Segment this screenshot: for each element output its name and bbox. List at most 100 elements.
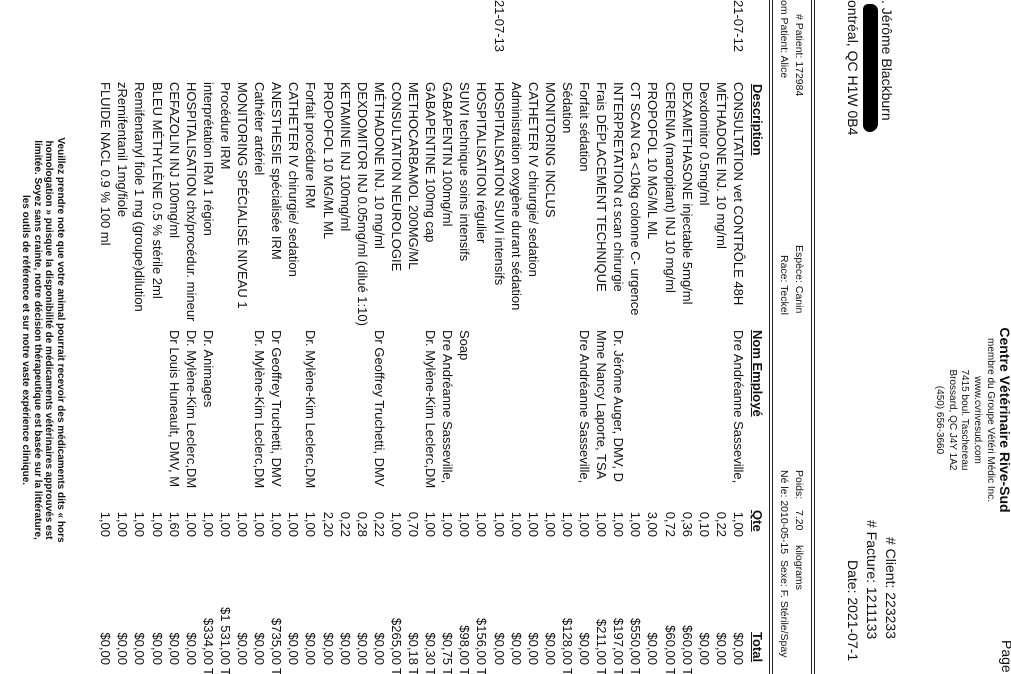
table-row: Sédation 1,00 $128,00 T: [559, 0, 576, 674]
line-tax-flag: T: [628, 668, 644, 674]
line-total: $0,30: [423, 632, 439, 665]
line-employee: Dr. Jérôme Auger, DMV, D: [611, 330, 627, 482]
line-qty: 1,00: [594, 511, 610, 537]
line-qty: 1,00: [132, 511, 148, 537]
line-description: Cathéter artériel: [252, 82, 268, 176]
table-row: HOSPITALISATION chx/procédur. mineur Dr. …: [183, 0, 200, 674]
line-total: $265,00: [389, 618, 404, 665]
line-total: $211,00: [594, 618, 610, 665]
table-row: HOSPITALISATION régulier 1,00 $156,00 T: [474, 0, 491, 674]
patient-weight-unit: kilograms: [793, 545, 805, 590]
line-description: CATHETER IV chirurgie/ sedation: [525, 82, 541, 277]
table-row: Dexdomitor 0.5mg/ml 0,10 $0,00: [696, 0, 713, 674]
line-description: Forfait procédure IRM: [303, 82, 319, 209]
line-qty: 1,00: [542, 511, 558, 537]
line-description: MONITORING INCLUS: [542, 82, 558, 218]
line-total: $0,18: [406, 632, 422, 665]
line-qty: 1,00: [98, 511, 114, 537]
divider: [811, 0, 812, 674]
line-total: $0,00: [166, 632, 182, 665]
table-row: zRemifentanil 1mg/fiole 1,00 $0,00: [114, 0, 131, 674]
table-row: PROPOFOL 10 MG/ML ML 2,20 $0,00: [320, 0, 337, 674]
line-description: METHOCARBAMOL 200MG/ML: [406, 82, 422, 270]
clinic-website: www.cvrivesud.com: [972, 376, 983, 464]
table-row: DEXDOMITOR INJ 0.05mg/ml (dilué 1:10) 0,2…: [354, 0, 371, 674]
patient-sex: Sexe: F. Stérile/Spay: [778, 560, 790, 658]
table-row: MÉTHADONE INJ. 10 mg/ml Dr Geoffrey Truch…: [371, 0, 388, 674]
line-date: 21-07-13: [491, 0, 507, 53]
table-row: Procédure IRM 1,00 $1 531,00 T: [217, 0, 234, 674]
line-total: $0,00: [696, 632, 712, 665]
line-employee: Dr. Mylène-Kim Leclerc,DM: [303, 330, 319, 489]
line-tax-flag: T: [679, 668, 695, 674]
table-row: interprétation IRM 1 région Dr. Animages 1…: [200, 0, 217, 674]
line-employee: Dre Andréanne Sasseville,: [577, 330, 593, 484]
line-qty: 0,36: [679, 511, 695, 537]
line-description: CONSULTATION NEUROLOGIE: [389, 82, 404, 272]
line-tax-flag: T: [200, 668, 216, 674]
line-total: $0,00: [645, 632, 661, 665]
client-number: # Client: 223233: [883, 537, 899, 639]
line-total: $0,00: [320, 632, 336, 665]
clinic-street: 7415 boul. Taschereau: [959, 369, 970, 471]
line-total: $156,00: [474, 618, 490, 665]
line-total: $0,00: [235, 632, 251, 665]
line-qty: 0,28: [354, 511, 370, 537]
line-tax-flag: T: [406, 668, 422, 674]
footnote: Veuillez prendre note que votre animal p…: [19, 60, 66, 620]
line-qty: 1,00: [235, 511, 251, 537]
line-tax-flag: T: [594, 668, 610, 674]
invoice-number: # Facture: 1211133: [864, 520, 880, 640]
line-total: $0,00: [525, 632, 541, 665]
table-row: Forfait sédation Dre Andréanne Sasseville…: [576, 0, 593, 674]
table-row: SUIVI technique soins intensifs Soap 1,00 $…: [456, 0, 473, 674]
clinic-name: Centre Vétérinaire Rive-Sud: [997, 327, 1011, 513]
line-qty: 2,20: [320, 511, 336, 537]
line-employee: Dr Louis Huneault, DMV, M: [166, 330, 182, 488]
line-employee: Dr Geoffrey Truchetti, DMV: [269, 330, 285, 487]
clinic-city: Brossard, QC J4Y 1A2: [947, 369, 958, 471]
line-total: $0,00: [183, 632, 199, 665]
line-qty: 1,00: [611, 511, 627, 537]
column-header-description: Description: [750, 84, 765, 156]
line-total: $0,00: [303, 632, 319, 665]
line-total: $0,00: [491, 632, 507, 665]
line-qty: 1,60: [166, 511, 182, 537]
line-tax-flag: T: [269, 668, 285, 674]
line-qty: 1,00: [200, 511, 216, 537]
line-employee: Soap: [457, 330, 473, 361]
line-total: $0,75: [440, 632, 456, 665]
line-description: CERENIA (maropitant) INJ 10 mg/ml: [662, 82, 678, 293]
line-total: $0,00: [731, 632, 746, 665]
line-description: GABAPENTIN 100mg/ml: [440, 82, 456, 227]
line-qty: 0,70: [406, 511, 422, 537]
line-qty: 0,22: [713, 511, 729, 537]
line-description: Forfait sédation: [577, 82, 593, 172]
line-tax-flag: T: [560, 668, 575, 674]
line-employee: Dr Geoffrey Truchetti, DMV: [371, 330, 387, 487]
line-qty: 1,00: [423, 511, 439, 537]
line-qty: 1,00: [115, 511, 131, 537]
table-row: MONITORING INCLUS 1,00 $0,00: [542, 0, 559, 674]
line-description: Remifentanyl fiole 1 mg (groupe)dilution: [132, 82, 148, 312]
line-description: MÉTHADONE INJ. 10 mg/ml: [371, 82, 387, 249]
line-total: $0,00: [252, 632, 268, 665]
table-row: Remifentanyl fiole 1 mg (groupe)dilution…: [132, 0, 149, 674]
patient-birthdate: Né le: 2010-05-15: [778, 470, 790, 555]
line-total: $1 531,00: [218, 607, 233, 665]
table-row: Frais DÉPLACEMENT TECHNIQUE Mme Nancy Lap…: [593, 0, 610, 674]
line-total: $0,00: [354, 632, 370, 665]
line-description: ANESTHESIE spécialisée IRM: [269, 82, 285, 260]
footnote-line: les outils de référence et sur notre vas…: [19, 194, 31, 486]
line-qty: 1,00: [628, 511, 644, 537]
line-total: $128,00: [560, 618, 575, 665]
line-description: CATHETER IV chirurgie/ sedation: [286, 82, 302, 277]
line-description: DEXDOMITOR INJ 0.05mg/ml (dilué 1:10): [354, 82, 370, 326]
line-tax-flag: T: [218, 668, 233, 674]
clinic-phone: (450) 656-3660: [934, 385, 945, 455]
line-qty: 1,00: [183, 511, 199, 537]
redaction-mark: [863, 4, 878, 132]
line-total: $0,00: [713, 632, 729, 665]
line-total: $550,00: [628, 618, 644, 665]
line-qty: 0,72: [662, 511, 678, 537]
